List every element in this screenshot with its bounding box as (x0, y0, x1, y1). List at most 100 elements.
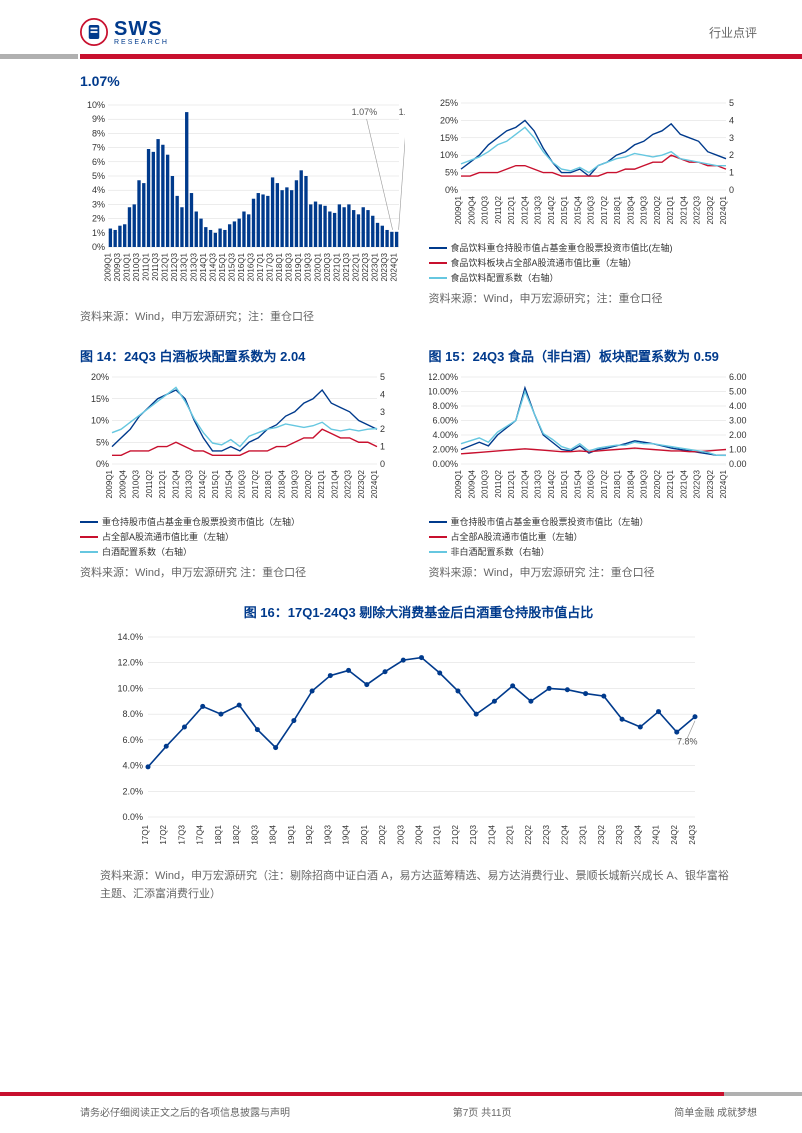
svg-text:17Q1: 17Q1 (141, 824, 150, 844)
svg-text:2012Q4: 2012Q4 (520, 469, 529, 498)
svg-text:3: 3 (729, 133, 734, 143)
svg-text:2012Q1: 2012Q1 (507, 195, 516, 224)
svg-text:1.07%: 1.07% (399, 107, 405, 117)
svg-text:2.0%: 2.0% (122, 786, 143, 796)
svg-text:2009Q4: 2009Q4 (467, 469, 476, 498)
svg-text:2015Q1: 2015Q1 (560, 469, 569, 498)
fig15-title: 图 15：24Q3 食品（非白酒）板块配置系数为 0.59 (429, 346, 758, 365)
svg-text:2017Q1: 2017Q1 (256, 252, 265, 281)
footer-disclaimer: 请务必仔细阅读正文之后的各项信息披露与声明 (80, 1104, 290, 1119)
svg-text:2020Q1: 2020Q1 (313, 252, 322, 281)
fig15-legend: 重仓持股市值占基金重仓股票投资市值比（左轴）占全部A股流通市值比重（左轴）非白酒… (429, 515, 758, 558)
svg-text:2015Q4: 2015Q4 (573, 195, 582, 224)
svg-text:2020Q2: 2020Q2 (652, 195, 661, 224)
svg-text:4: 4 (380, 389, 385, 399)
svg-text:2022Q3: 2022Q3 (361, 252, 370, 281)
svg-text:2018Q4: 2018Q4 (626, 195, 635, 224)
svg-text:2024Q1: 2024Q1 (390, 252, 399, 281)
svg-text:2.00%: 2.00% (432, 445, 458, 455)
svg-text:2021Q1: 2021Q1 (332, 252, 341, 281)
svg-text:2015Q4: 2015Q4 (573, 469, 582, 498)
svg-text:2017Q3: 2017Q3 (266, 252, 275, 281)
fig16-line-chart: 0.0%2.0%4.0%6.0%8.0%10.0%12.0%14.0%17Q11… (100, 627, 737, 862)
svg-text:2016Q3: 2016Q3 (238, 469, 247, 498)
svg-text:2018Q1: 2018Q1 (264, 469, 273, 498)
svg-text:1: 1 (729, 168, 734, 178)
svg-text:17Q4: 17Q4 (196, 824, 205, 844)
svg-text:2020Q2: 2020Q2 (304, 469, 313, 498)
svg-text:2018Q1: 2018Q1 (275, 252, 284, 281)
svg-text:2019Q3: 2019Q3 (291, 469, 300, 498)
svg-text:2018Q1: 2018Q1 (613, 195, 622, 224)
svg-text:2016Q3: 2016Q3 (586, 195, 595, 224)
svg-text:2023Q2: 2023Q2 (357, 469, 366, 498)
fig16-title: 图 16：17Q1-24Q3 剔除大消费基金后白酒重仓持股市值占比 (100, 602, 737, 621)
brand-logo: SWS RESEARCH (80, 18, 169, 46)
svg-text:10%: 10% (87, 100, 105, 110)
svg-text:2021Q1: 2021Q1 (666, 195, 675, 224)
svg-text:2009Q4: 2009Q4 (118, 469, 127, 498)
fig12-source: 资料来源：Wind，申万宏源研究；注：重仓口径 (80, 308, 409, 324)
svg-text:0.00: 0.00 (729, 459, 747, 469)
svg-text:2012Q1: 2012Q1 (507, 469, 516, 498)
svg-text:15%: 15% (439, 133, 457, 143)
svg-text:2023Q3: 2023Q3 (380, 252, 389, 281)
svg-text:17Q2: 17Q2 (159, 824, 168, 844)
fig16-source: 资料来源：Wind，申万宏源研究（注：剔除招商中证白酒 A，易方达蓝筹精选、易方… (100, 868, 737, 903)
svg-text:2022Q3: 2022Q3 (344, 469, 353, 498)
svg-text:2%: 2% (92, 214, 105, 224)
svg-text:5: 5 (729, 98, 734, 108)
header-divider (0, 54, 802, 59)
fig12-bar-chart: 0%1%2%3%4%5%6%7%8%9%10%2009Q12009Q32010Q… (80, 97, 409, 302)
svg-text:2009Q1: 2009Q1 (105, 469, 114, 498)
svg-text:23Q3: 23Q3 (615, 824, 624, 844)
svg-text:2009Q1: 2009Q1 (454, 195, 463, 224)
svg-text:6.0%: 6.0% (122, 735, 143, 745)
svg-text:2019Q3: 2019Q3 (639, 469, 648, 498)
svg-text:2012Q1: 2012Q1 (158, 469, 167, 498)
svg-text:2021Q4: 2021Q4 (679, 469, 688, 498)
svg-text:12.0%: 12.0% (117, 658, 143, 668)
svg-text:2: 2 (729, 150, 734, 160)
fig13-source: 资料来源：Wind，申万宏源研究；注：重仓口径 (429, 290, 758, 306)
svg-text:2015Q1: 2015Q1 (211, 469, 220, 498)
svg-text:3.00: 3.00 (729, 416, 747, 426)
svg-text:2016Q3: 2016Q3 (247, 252, 256, 281)
svg-text:20Q2: 20Q2 (378, 824, 387, 844)
svg-text:20%: 20% (439, 115, 457, 125)
svg-text:23Q2: 23Q2 (597, 824, 606, 844)
svg-text:2015Q1: 2015Q1 (560, 195, 569, 224)
svg-text:18Q3: 18Q3 (250, 824, 259, 844)
svg-text:8.00%: 8.00% (432, 401, 458, 411)
svg-text:22Q4: 22Q4 (560, 824, 569, 844)
svg-text:5%: 5% (92, 171, 105, 181)
svg-text:7%: 7% (92, 143, 105, 153)
svg-text:12.00%: 12.00% (429, 372, 458, 382)
svg-text:2010Q3: 2010Q3 (132, 469, 141, 498)
svg-text:2010Q3: 2010Q3 (132, 252, 141, 281)
svg-text:2010Q1: 2010Q1 (122, 252, 131, 281)
svg-text:21Q1: 21Q1 (433, 824, 442, 844)
svg-text:20Q1: 20Q1 (360, 824, 369, 844)
svg-text:2013Q3: 2013Q3 (185, 469, 194, 498)
svg-text:2014Q2: 2014Q2 (546, 469, 555, 498)
doc-type-label: 行业点评 (709, 24, 757, 41)
svg-text:2024Q1: 2024Q1 (719, 195, 728, 224)
fig14-source: 资料来源：Wind，申万宏源研究 注：重仓口径 (80, 564, 409, 580)
svg-text:2018Q4: 2018Q4 (626, 469, 635, 498)
svg-text:2011Q2: 2011Q2 (145, 469, 154, 497)
svg-text:2024Q1: 2024Q1 (719, 469, 728, 498)
svg-text:6%: 6% (92, 157, 105, 167)
svg-text:8.0%: 8.0% (122, 709, 143, 719)
svg-text:4: 4 (729, 115, 734, 125)
svg-text:2019Q1: 2019Q1 (294, 252, 303, 281)
svg-text:23Q1: 23Q1 (579, 824, 588, 844)
svg-text:2023Q2: 2023Q2 (705, 195, 714, 224)
svg-text:15%: 15% (91, 394, 109, 404)
svg-text:21Q4: 21Q4 (487, 824, 496, 844)
svg-text:10.00%: 10.00% (429, 387, 458, 397)
svg-text:1%: 1% (92, 228, 105, 238)
svg-text:21Q2: 21Q2 (451, 824, 460, 844)
svg-text:2009Q1: 2009Q1 (103, 252, 112, 281)
svg-text:18Q1: 18Q1 (214, 824, 223, 844)
